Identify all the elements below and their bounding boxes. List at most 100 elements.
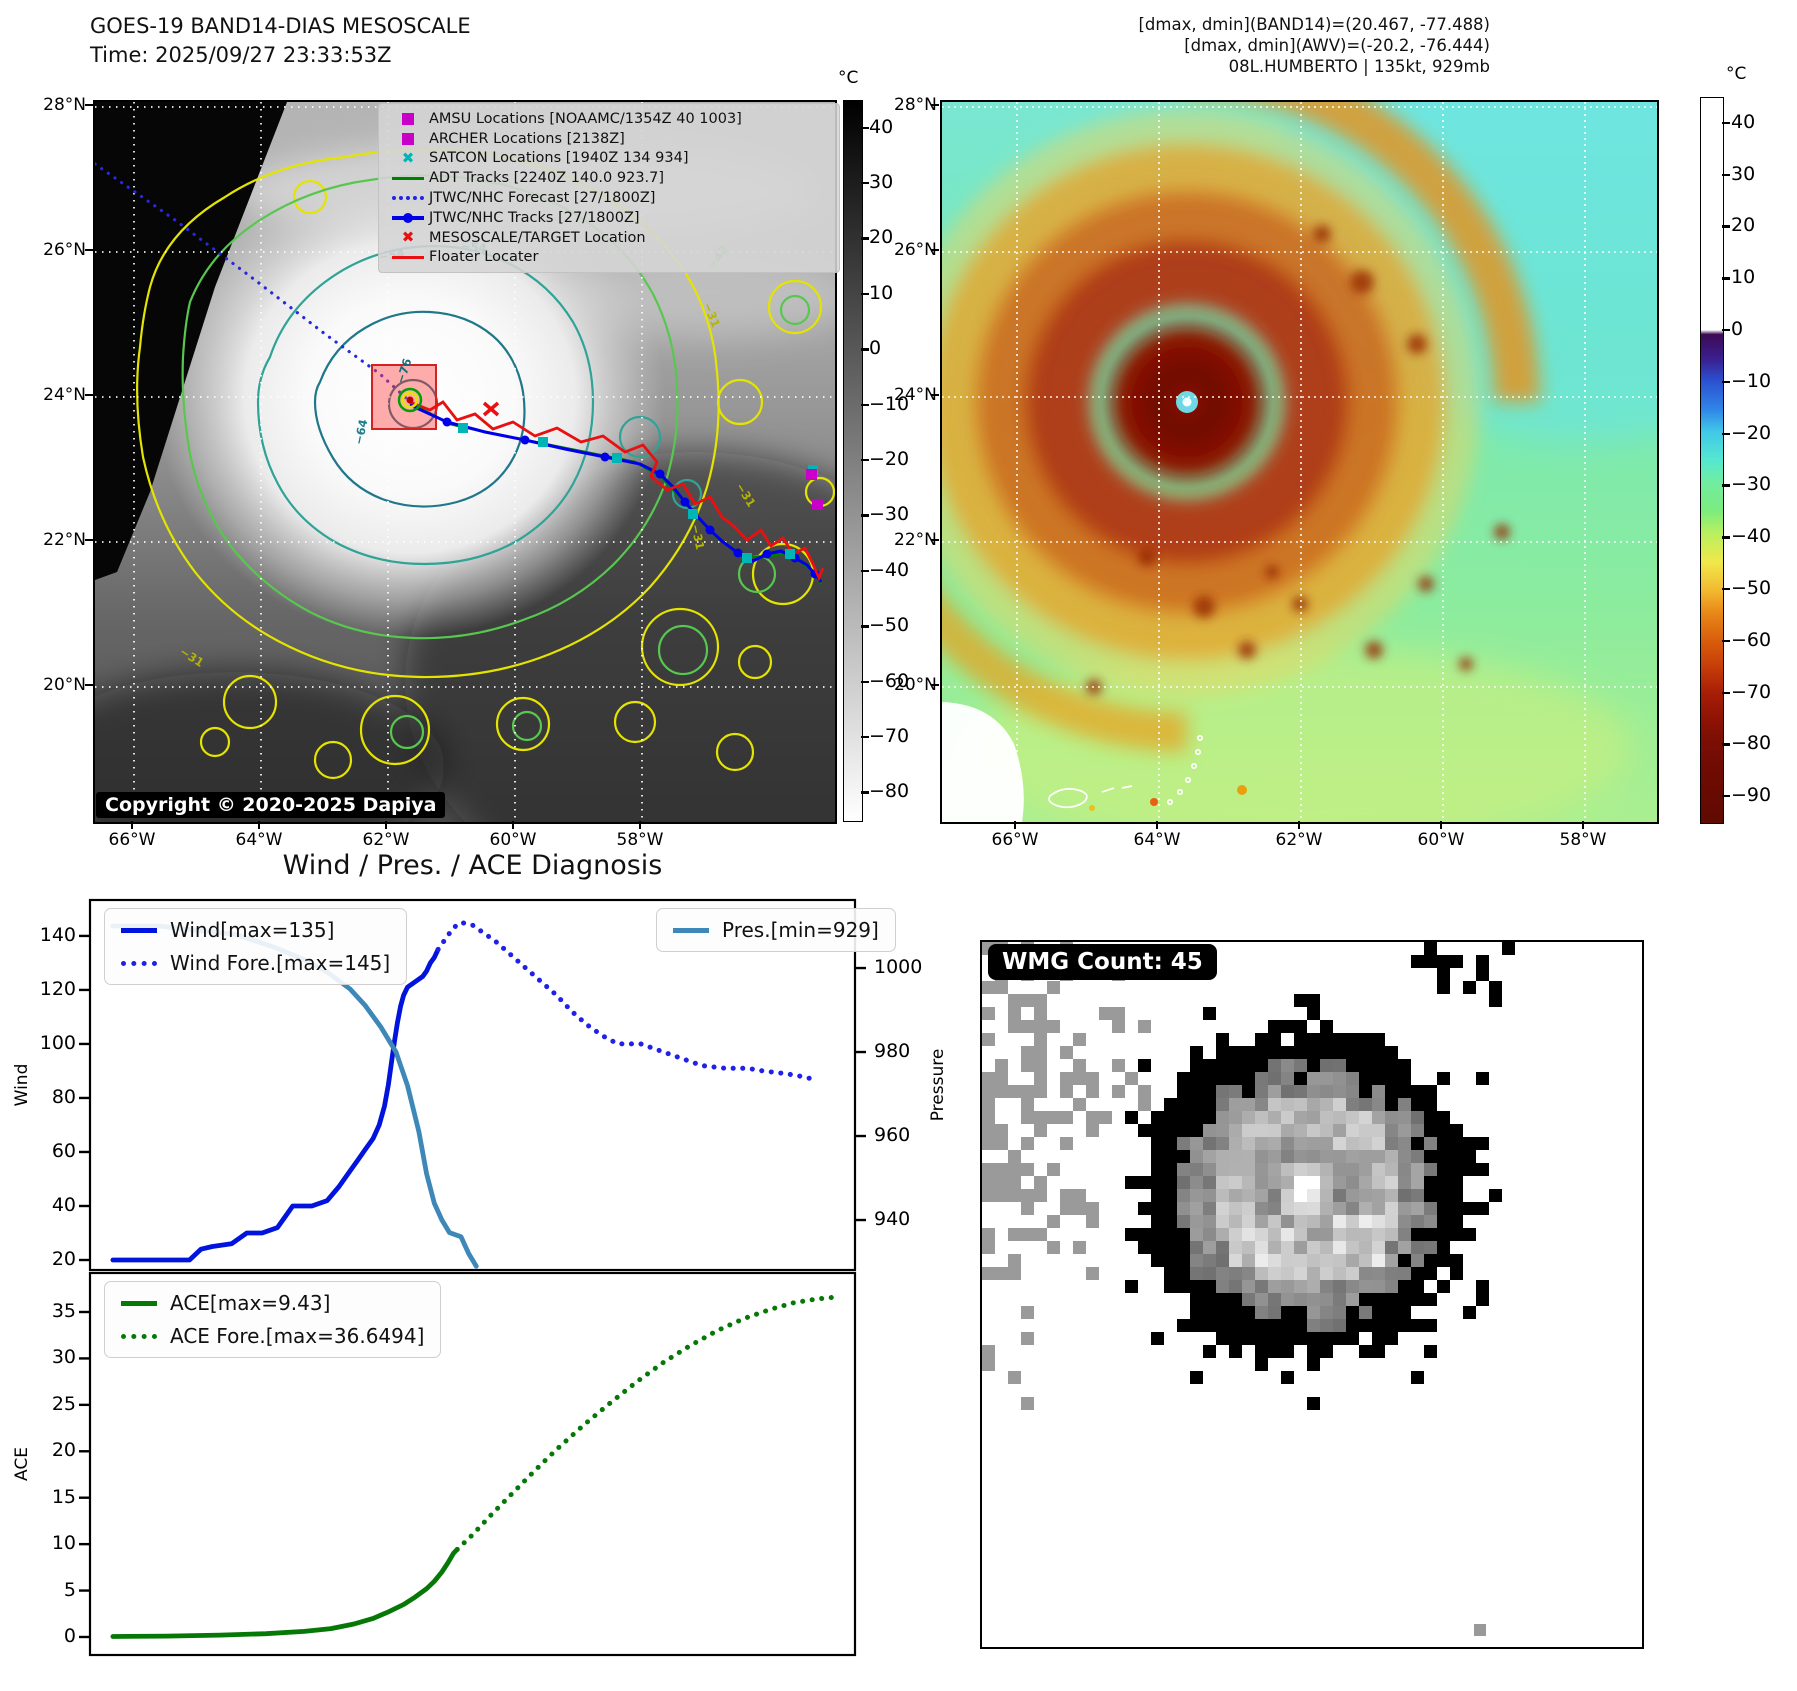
band14-satellite-map: Copyright © 2020-2025 Dapiya −54−54−64−7… <box>93 100 837 824</box>
colorbar-tick <box>1722 795 1730 798</box>
lon-tick <box>131 821 133 829</box>
colorbar-tick-label: 0 <box>869 337 882 360</box>
legend-item: ✖ SATCON Locations [1940Z 134 934] <box>387 149 839 169</box>
ace-tick-label: 0 <box>63 1624 76 1647</box>
colorbar-tick <box>861 791 869 794</box>
lat-tick <box>85 394 93 396</box>
legend-item: ADT Tracks [2240Z 140.0 923.7] <box>387 168 839 188</box>
square-swatch <box>402 132 414 145</box>
series-ace-fore-max-36-6494- <box>454 1294 843 1552</box>
lat-tick <box>931 394 939 396</box>
lat-tick-label: 24°N <box>894 385 937 405</box>
line-marker-icon <box>387 176 429 181</box>
legend-label: Wind Fore.[max=145] <box>170 951 391 975</box>
graticule <box>942 102 1657 822</box>
band14-colorbar-unit: °C <box>838 68 859 88</box>
spiral-arm-west <box>942 591 1188 752</box>
colorbar-tick-label: −50 <box>869 614 910 637</box>
ace-tick-label: 35 <box>51 1299 76 1322</box>
lat-tick-label: 22°N <box>894 530 937 550</box>
chart-legend: Wind[max=135] Wind Fore.[max=145] <box>104 908 408 985</box>
jtwc-forecast-line <box>95 162 409 401</box>
lat-tick-label: 28°N <box>894 95 937 115</box>
lat-tick-label: 22°N <box>43 530 86 550</box>
colorbar-tick <box>861 237 869 240</box>
legend-label: Wind[max=135] <box>170 918 335 942</box>
square-swatch <box>402 112 414 125</box>
colorbar-tick <box>861 126 869 130</box>
x-glyph: ✖ <box>401 148 415 167</box>
x-marker-icon: ✖ <box>387 230 429 245</box>
wmg-pixel-panel <box>980 940 1644 1649</box>
coastlines <box>958 734 1204 809</box>
colorbar-tick-label: 10 <box>869 281 894 304</box>
lon-tick-label: 58°W <box>616 830 664 850</box>
lon-tick-label: 64°W <box>1133 830 1181 850</box>
colorbar-tick-label: −60 <box>1731 628 1772 651</box>
lat-tick <box>85 104 93 106</box>
colorbar-tick-label: 40 <box>869 115 894 138</box>
colorbar-tick-label: 30 <box>869 171 894 194</box>
line-dot-marker-icon <box>387 212 429 223</box>
convective-cells <box>1086 225 1510 695</box>
lat-tick <box>85 684 93 686</box>
wind-tick-label: 140 <box>39 923 76 946</box>
awv-satellite-map <box>940 100 1659 824</box>
colorbar-tick-label: −80 <box>869 780 910 803</box>
lat-tick-label: 26°N <box>43 240 86 260</box>
line-marker-icon <box>387 255 429 260</box>
ace-tick-label: 30 <box>51 1346 76 1369</box>
colorbar-tick-label: 20 <box>869 226 894 249</box>
legend-label: JTWC/NHC Forecast [27/1800Z] <box>429 190 656 207</box>
dmax-band14: [dmax, dmin](BAND14)=(20.467, -77.488) <box>1138 15 1490 34</box>
legend-item: AMSU Locations [NOAAMC/1354Z 40 1003] <box>387 109 839 129</box>
legend-item: ARCHER Locations [2138Z] <box>387 129 839 149</box>
colorbar-tick-label: 30 <box>1731 162 1756 185</box>
legend-item: Pres.[min=929] <box>673 918 879 942</box>
colorbar-tick <box>1722 639 1730 643</box>
dmax-awv: [dmax, dmin](AWV)=(-20.2, -76.444) <box>1184 36 1490 55</box>
legend-label: ACE[max=9.43] <box>170 1291 331 1315</box>
lat-tick <box>85 539 93 541</box>
lat-tick-label: 26°N <box>894 240 937 260</box>
lon-tick <box>639 821 641 829</box>
legend-label: Pres.[min=929] <box>722 918 879 942</box>
colorbar-tick-label: 40 <box>1731 110 1756 133</box>
band14-map-legend: AMSU Locations [NOAAMC/1354Z 40 1003] ARC… <box>378 103 840 274</box>
lon-tick-label: 66°W <box>108 830 156 850</box>
lon-tick <box>385 821 387 829</box>
pressure-tick-label: 960 <box>874 1124 911 1147</box>
colorbar-tick <box>861 292 869 296</box>
lon-tick <box>1298 821 1300 829</box>
adt-center-fix <box>397 387 423 413</box>
ace-tick-label: 25 <box>51 1392 76 1415</box>
storm-id: 08L.HUMBERTO | 135kt, 929mb <box>1228 57 1490 76</box>
lon-tick-label: 64°W <box>235 830 283 850</box>
colorbar-tick-label: 20 <box>1731 214 1756 237</box>
ace-tick-label: 5 <box>63 1578 76 1601</box>
band14-header: GOES-19 BAND14-DIAS MESOSCALE Time: 2025… <box>90 12 471 70</box>
lon-tick <box>1582 821 1584 829</box>
hot-specks <box>1089 785 1247 811</box>
pressure-tick-label: 940 <box>874 1208 911 1231</box>
square-marker-icon <box>387 112 429 125</box>
amsu-archer-markers <box>806 469 823 510</box>
lon-tick <box>1156 821 1158 829</box>
diagnosis-chart-title: Wind / Pres. / ACE Diagnosis <box>282 850 663 881</box>
lat-tick <box>931 249 939 251</box>
awv-map-art <box>942 102 1657 822</box>
colorbar-tick-label: −80 <box>1731 732 1772 755</box>
series-wind-fore-max-145- <box>435 919 816 1082</box>
colorbar-tick <box>861 514 869 517</box>
wind-tick-label: 40 <box>51 1193 76 1216</box>
colorbar-tick <box>1722 380 1730 384</box>
colorbar-tick <box>1722 173 1730 177</box>
lon-tick-label: 62°W <box>1275 830 1323 850</box>
colorbar-tick <box>1722 277 1730 280</box>
pressure-tick-label: 1000 <box>874 956 923 979</box>
lon-tick <box>1440 821 1442 829</box>
target-location-x <box>482 401 500 417</box>
dot <box>403 212 413 223</box>
colorbar-tick <box>1722 743 1730 746</box>
colorbar-tick-label: −40 <box>1731 525 1772 548</box>
